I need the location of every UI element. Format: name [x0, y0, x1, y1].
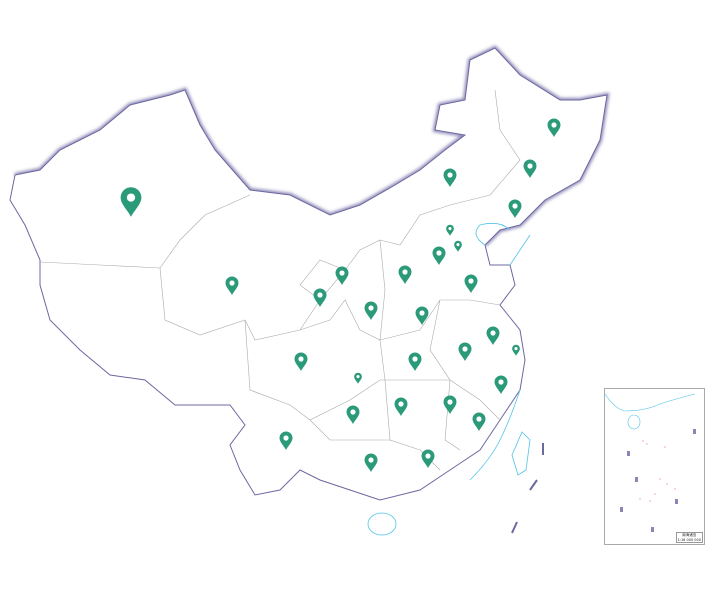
map-pin-icon[interactable] [458, 342, 472, 362]
taiwan-island [511, 431, 531, 476]
map-pin-icon[interactable] [408, 352, 422, 372]
map-pin-icon[interactable] [364, 301, 378, 321]
map-pin-icon[interactable] [313, 288, 327, 308]
map-pin-icon[interactable] [415, 306, 429, 326]
map-pin-icon[interactable] [512, 344, 520, 356]
map-pin-icon[interactable] [354, 372, 362, 384]
map-pin-icon[interactable] [547, 118, 561, 138]
sea-border-dashes [511, 443, 544, 534]
inset-legend: 南海诸岛 1:16 000 000 [675, 532, 703, 543]
province-borders [39, 89, 521, 471]
map-pin-icon[interactable] [446, 224, 454, 236]
map-pin-icon[interactable] [120, 187, 142, 217]
map-pin-icon[interactable] [279, 431, 293, 451]
coastline-water [469, 222, 531, 481]
map-pin-icon[interactable] [508, 199, 522, 219]
map-pin-icon[interactable] [494, 375, 508, 395]
map-pin-icon[interactable] [464, 274, 478, 294]
south-china-sea-inset: 南海诸岛 1:16 000 000 [604, 388, 705, 545]
map-pin-icon[interactable] [335, 266, 349, 286]
inset-scale: 1:16 000 000 [677, 537, 701, 542]
marker-layer [120, 118, 561, 473]
map-pin-icon[interactable] [294, 352, 308, 372]
map-pin-icon[interactable] [346, 405, 360, 425]
map-pin-icon[interactable] [421, 449, 435, 469]
map-pin-icon[interactable] [364, 453, 378, 473]
map-pin-icon[interactable] [432, 246, 446, 266]
map-pin-icon[interactable] [472, 412, 486, 432]
map-pin-icon[interactable] [443, 395, 457, 415]
map-pin-icon[interactable] [443, 168, 457, 188]
map-pin-icon[interactable] [225, 276, 239, 296]
map-pin-icon[interactable] [454, 240, 462, 252]
map-pin-icon[interactable] [394, 397, 408, 417]
hainan-island [367, 512, 397, 536]
inset-title: 南海诸岛 [682, 533, 697, 537]
map-pin-icon[interactable] [398, 265, 412, 285]
map-pin-icon[interactable] [523, 159, 537, 179]
map-pin-icon[interactable] [486, 326, 500, 346]
